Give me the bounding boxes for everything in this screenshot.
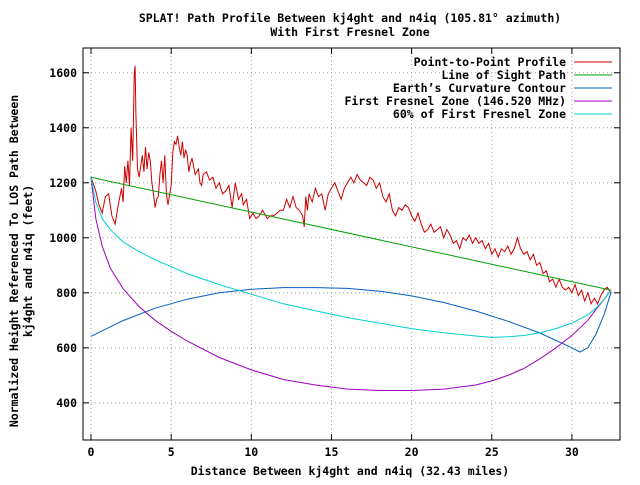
x-tick-label: 0 bbox=[88, 445, 95, 459]
legend-label-first-fresnel-zone-146-520-mhz: First Fresnel Zone (146.520 MHz) bbox=[344, 94, 566, 108]
y-tick-label: 1400 bbox=[49, 121, 77, 135]
x-tick-label: 25 bbox=[485, 445, 499, 459]
x-tick-label: 15 bbox=[325, 445, 339, 459]
legend-label-point-to-point-profile: Point-to-Point Profile bbox=[414, 55, 566, 69]
series-line-60-of-first-fresnel-zone bbox=[90, 177, 612, 338]
series-line-point-to-point-profile bbox=[90, 65, 612, 306]
series-line-first-fresnel-zone-146-520-mhz bbox=[90, 177, 612, 391]
y-tick-label: 800 bbox=[56, 286, 77, 300]
y-axis-label-line1: Normalized Height Referenced To LOS Path… bbox=[7, 95, 21, 427]
legend-label-earth-s-curvature-contour: Earth’s Curvature Contour bbox=[393, 81, 566, 95]
series-line-line-of-sight-path bbox=[90, 176, 612, 291]
y-tick-label: 600 bbox=[56, 341, 77, 355]
x-tick-label: 30 bbox=[565, 445, 579, 459]
y-tick-label: 1000 bbox=[49, 231, 77, 245]
y-tick-label: 400 bbox=[56, 396, 77, 410]
x-tick-label: 20 bbox=[405, 445, 419, 459]
axis-ticks bbox=[83, 48, 620, 440]
plot-frame bbox=[82, 47, 621, 441]
chart-subtitle: With First Fresnel Zone bbox=[270, 25, 429, 39]
y-axis-label-line2: kj4ght and n4iq (feet) bbox=[21, 185, 35, 337]
series-lines bbox=[90, 65, 612, 391]
tick-labels: 0 5 10 15 20 25 30 400 600 800 1000 1200 1400 1600 bbox=[49, 66, 579, 459]
chart-title: SPLAT! Path Profile Between kj4ght and n… bbox=[139, 11, 561, 25]
y-tick-label: 1600 bbox=[49, 66, 77, 80]
x-tick-label: 10 bbox=[244, 445, 258, 459]
series-line-earth-s-curvature-contour bbox=[90, 287, 612, 353]
legend-label-line-of-sight-path: Line of Sight Path bbox=[441, 68, 566, 82]
x-axis-label: Distance Between kj4ght and n4iq (32.43 … bbox=[191, 464, 510, 478]
legend-label-60-of-first-fresnel-zone: 60% of First Fresnel Zone bbox=[393, 107, 566, 121]
x-tick-label: 5 bbox=[168, 445, 175, 459]
grid-lines bbox=[83, 48, 620, 440]
y-tick-label: 1200 bbox=[49, 176, 77, 190]
